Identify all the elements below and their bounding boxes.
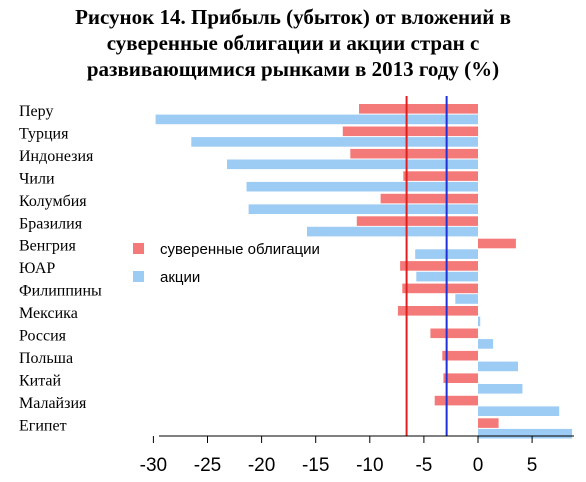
bar-bonds: [442, 350, 478, 361]
bar-bonds: [403, 171, 478, 181]
bar-stocks: [248, 204, 478, 214]
legend-swatch-stocks: [133, 271, 144, 282]
bar-bonds: [434, 395, 478, 406]
bar-bonds: [478, 418, 499, 428]
chart-title-line-2: суверенные облигации и акции стран с: [106, 31, 480, 55]
bar-stocks: [478, 339, 494, 349]
bar-bonds: [356, 216, 478, 226]
x-tick-label: -20: [248, 455, 275, 476]
category-label: Филиппины: [19, 283, 102, 300]
category-label: ЮАР: [19, 260, 55, 277]
category-label: Бразилия: [19, 215, 83, 232]
bar-bonds: [359, 104, 478, 114]
x-tick-label: -25: [194, 455, 221, 476]
legend-swatch-bonds: [133, 243, 144, 254]
category-label: Венгрия: [19, 238, 76, 255]
legend-label-stocks: акции: [160, 269, 200, 286]
bar-stocks: [246, 181, 478, 192]
category-label: Чили: [19, 170, 55, 187]
x-axis: -30 -25 -20 -15 -10 -5 0 5: [140, 435, 574, 476]
chart-title: Рисунок 14. Прибыль (убыток) от вложений…: [0, 4, 586, 82]
bar-bonds: [478, 238, 516, 249]
x-tick-label: -5: [415, 455, 432, 476]
category-labels: Перу Турция Индонезия Чили Колумбия Бразилия В…: [19, 103, 102, 434]
bar-bonds: [443, 373, 478, 383]
category-label: Турция: [19, 125, 69, 142]
bar-bonds: [430, 328, 478, 339]
category-label: Перу: [19, 103, 53, 120]
legend-label-bonds: суверенные облигации: [160, 241, 320, 258]
bar-stocks: [478, 361, 518, 372]
category-label: Малайзия: [19, 395, 87, 412]
category-label: Польша: [19, 350, 73, 367]
x-tick-label: -30: [140, 455, 167, 476]
x-tick-label: 5: [527, 455, 538, 476]
bar-stocks: [478, 316, 481, 327]
x-tick-label: -15: [302, 455, 329, 476]
bar-stocks: [455, 294, 478, 304]
category-label: Египет: [19, 417, 67, 434]
bar-stocks: [155, 114, 478, 125]
bar-stocks: [478, 384, 523, 394]
category-label: Китай: [19, 372, 62, 389]
reference-lines: [405, 96, 448, 436]
bar-bonds: [402, 283, 478, 294]
x-tick-label: -10: [356, 455, 383, 476]
bar-stocks: [307, 226, 478, 237]
x-tick-label: 0: [473, 455, 484, 476]
legend: суверенные облигации акции: [133, 241, 320, 286]
category-label: Мексика: [19, 305, 78, 322]
bar-stocks: [478, 428, 573, 439]
bar-bonds: [380, 193, 478, 204]
chart-title-line-1: Рисунок 14. Прибыль (убыток) от вложений…: [75, 5, 511, 29]
category-label: Колумбия: [19, 193, 87, 210]
bar-bonds: [342, 126, 479, 137]
bar-stocks: [227, 159, 478, 170]
chart-title-line-3: развивающимися рынками в 2013 году (%): [86, 57, 500, 81]
bar-stocks: [191, 137, 479, 147]
bar-bonds: [400, 261, 478, 271]
bars-layer: [155, 104, 573, 439]
bar-bonds: [350, 148, 478, 159]
bar-bonds: [397, 306, 478, 316]
category-label: Индонезия: [19, 148, 94, 165]
category-label: Россия: [19, 328, 67, 345]
bar-stocks: [478, 406, 560, 416]
